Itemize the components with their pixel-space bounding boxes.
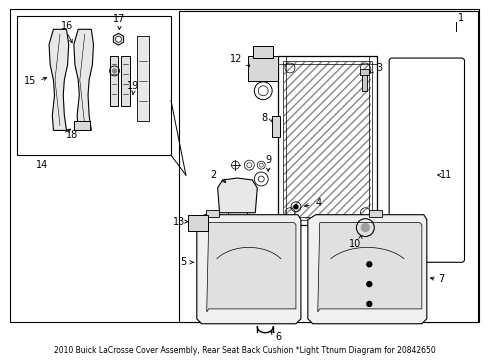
Polygon shape bbox=[49, 29, 68, 130]
Text: 3: 3 bbox=[375, 63, 382, 73]
Text: 17: 17 bbox=[113, 14, 125, 24]
Circle shape bbox=[366, 301, 371, 306]
FancyBboxPatch shape bbox=[388, 58, 464, 262]
Bar bbox=[360, 69, 368, 75]
Bar bbox=[283, 61, 371, 220]
Text: 15: 15 bbox=[24, 76, 36, 86]
Polygon shape bbox=[196, 215, 300, 324]
Text: 14: 14 bbox=[36, 160, 48, 170]
Polygon shape bbox=[368, 210, 382, 217]
Text: 11: 11 bbox=[439, 170, 451, 180]
Polygon shape bbox=[137, 36, 149, 121]
Polygon shape bbox=[205, 210, 218, 217]
FancyBboxPatch shape bbox=[187, 215, 207, 230]
Bar bbox=[278, 56, 376, 225]
Bar bbox=[272, 116, 280, 138]
Polygon shape bbox=[307, 215, 426, 324]
Polygon shape bbox=[74, 29, 93, 130]
Text: 9: 9 bbox=[264, 155, 271, 165]
Text: 19: 19 bbox=[127, 81, 139, 91]
Bar bbox=[17, 17, 171, 155]
Text: 4: 4 bbox=[315, 198, 321, 208]
Bar bbox=[10, 9, 478, 322]
Text: 7: 7 bbox=[438, 274, 444, 284]
Circle shape bbox=[366, 262, 371, 267]
Polygon shape bbox=[217, 178, 257, 213]
Bar bbox=[121, 56, 130, 105]
Bar bbox=[284, 62, 370, 219]
Circle shape bbox=[366, 282, 371, 287]
Bar bbox=[109, 56, 118, 105]
Text: 2010 Buick LaCrosse Cover Assembly, Rear Seat Back Cushion *Light Ttnum Diagram : 2010 Buick LaCrosse Cover Assembly, Rear… bbox=[53, 346, 434, 355]
Polygon shape bbox=[206, 222, 295, 312]
Bar bbox=[362, 73, 366, 91]
FancyBboxPatch shape bbox=[74, 121, 89, 130]
Bar bbox=[179, 12, 477, 322]
Polygon shape bbox=[317, 222, 421, 312]
Text: 1: 1 bbox=[457, 13, 463, 23]
Text: 8: 8 bbox=[261, 113, 267, 122]
Text: 13: 13 bbox=[172, 217, 184, 227]
Text: 18: 18 bbox=[65, 130, 78, 140]
Text: 10: 10 bbox=[348, 239, 361, 249]
Circle shape bbox=[112, 69, 116, 73]
Circle shape bbox=[293, 205, 297, 209]
Bar bbox=[248, 56, 278, 81]
Circle shape bbox=[115, 36, 121, 42]
Text: 12: 12 bbox=[230, 54, 242, 64]
Text: 16: 16 bbox=[61, 21, 73, 31]
Circle shape bbox=[361, 224, 368, 231]
Text: 5: 5 bbox=[180, 257, 185, 267]
Bar bbox=[253, 46, 273, 58]
Text: 2: 2 bbox=[210, 170, 216, 180]
Text: 6: 6 bbox=[274, 332, 281, 342]
